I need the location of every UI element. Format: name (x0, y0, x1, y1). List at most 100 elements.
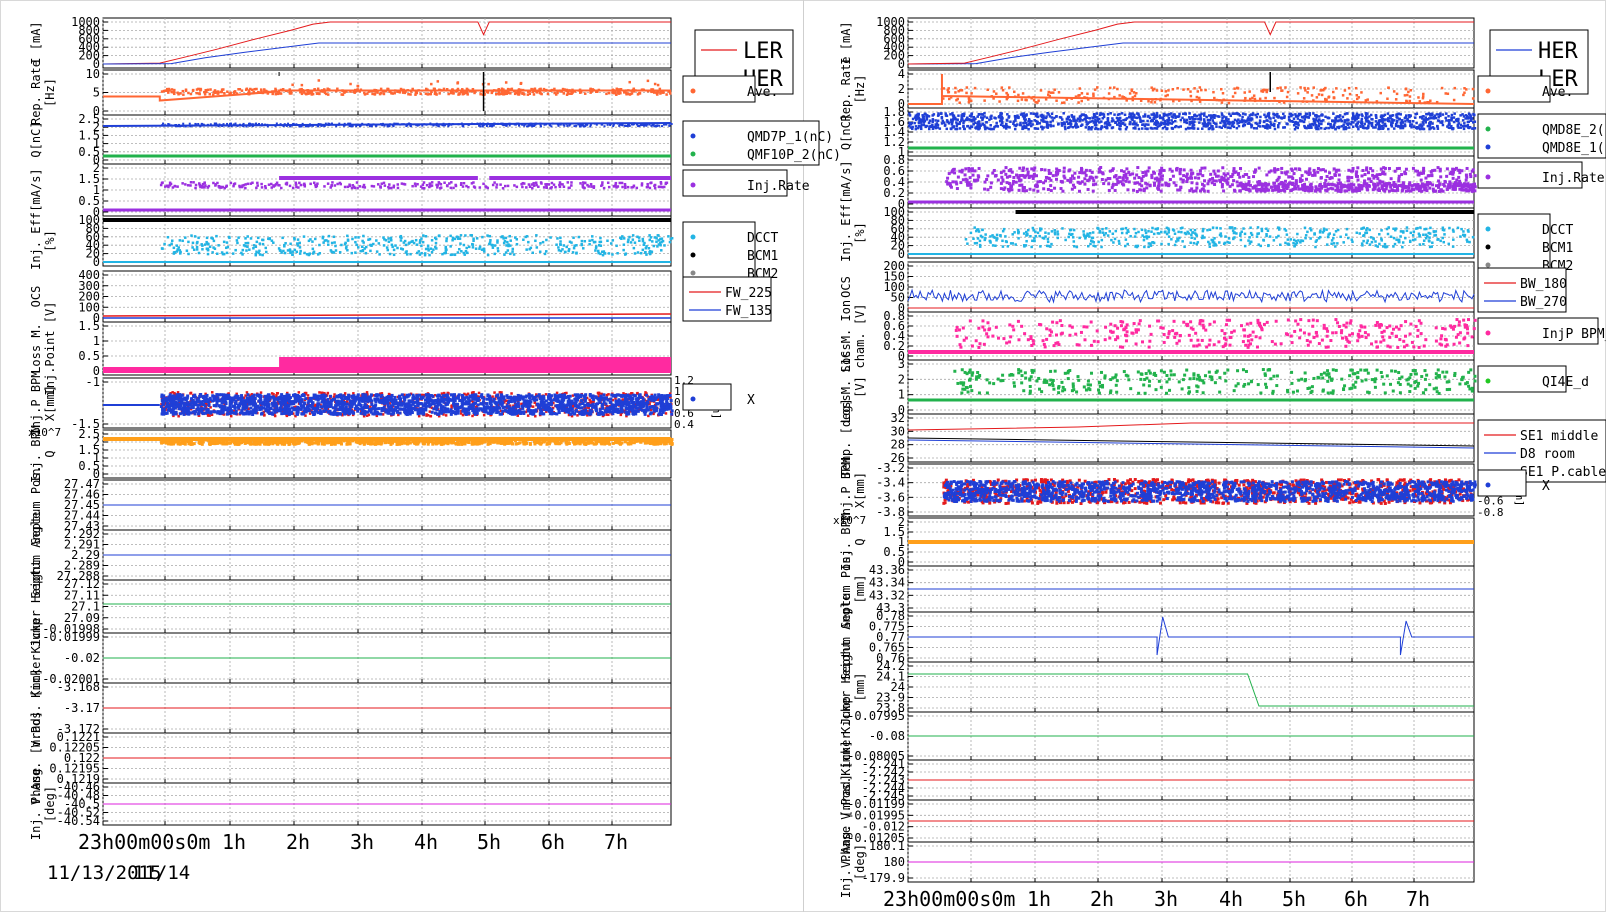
rep-rate-point (165, 87, 169, 91)
dcct-point (170, 242, 173, 245)
dcct-point (392, 248, 396, 252)
inj-rate-point (285, 181, 289, 185)
rep-rate-point (490, 91, 494, 95)
dcct-point (283, 251, 287, 255)
rep-rate-point (531, 88, 535, 91)
inj-rate-point (176, 185, 179, 188)
bpm-x-point (467, 405, 471, 409)
bpm-y-point (510, 392, 513, 395)
bpm-x-point (161, 402, 165, 406)
bpm-x-point (522, 401, 526, 405)
dcct-point (426, 247, 430, 250)
rep-rate-point (415, 91, 419, 95)
rep-rate-point (265, 91, 268, 94)
row-axis-label: Rep. Rate (29, 60, 43, 125)
rep-rate-point (561, 87, 565, 91)
bpm-x-point (182, 404, 186, 408)
rep-rate-point (409, 90, 413, 93)
bpm-x-point (313, 409, 317, 413)
rep-rate-point (181, 89, 185, 93)
bpm-x-point (666, 394, 670, 398)
bpm-x-point (670, 409, 674, 413)
q-blue-point (256, 123, 259, 126)
rep-rate-point (167, 87, 171, 91)
bpm-x-point (628, 395, 632, 399)
q-blue-point (526, 125, 529, 128)
bpm-q-point (225, 439, 229, 443)
dcct-point (601, 253, 605, 257)
bpm-x-point (334, 404, 338, 408)
dcct-point (535, 234, 538, 237)
bpm-y-point (461, 413, 465, 417)
inj-rate-point (382, 181, 386, 185)
dcct-point (509, 244, 512, 247)
q-blue-point (355, 125, 358, 128)
bpm-x-point (588, 409, 592, 413)
bpm-y-point (318, 391, 321, 394)
bpm-x-point (230, 396, 234, 400)
bpm-x-point (500, 412, 504, 416)
bpm-x-point (390, 393, 394, 397)
y-tick-label: 0.5 (78, 194, 100, 208)
dcct-point (212, 246, 215, 249)
rep-rate-point (336, 87, 339, 91)
bpm-x-point (298, 402, 302, 406)
bpm-x-point (215, 401, 219, 405)
dcct-point (508, 234, 512, 238)
rep-rate-point (229, 91, 232, 95)
inj-rate-point (220, 186, 223, 189)
bpm-x-point (416, 410, 420, 414)
dcct-point (504, 251, 508, 254)
bpm-y-point (350, 408, 354, 411)
rep-rate-point (263, 88, 266, 91)
bpm-x-point (411, 400, 415, 404)
dcct-point (244, 241, 248, 245)
bpm-x-point (528, 403, 532, 407)
rep-rate-point (637, 92, 641, 95)
bpm-x-point (548, 406, 552, 410)
rep-rate-point (597, 88, 601, 92)
bpm-x-point (275, 404, 279, 408)
bpm-x-point (343, 409, 347, 413)
dcct-point (611, 239, 615, 242)
rep-rate-point (579, 90, 583, 94)
dcct-point (534, 239, 537, 243)
inj-rate-point (659, 182, 663, 185)
q-blue-point (618, 124, 621, 127)
bpm-x-point (536, 405, 540, 409)
dcct-point (195, 245, 199, 249)
inj-rate-point (561, 183, 564, 186)
bpm-x-point (429, 399, 433, 403)
q-blue-point (425, 123, 428, 126)
bpm-x-point (442, 400, 446, 404)
inj-rate-point (184, 183, 187, 186)
bpm-x-point (447, 398, 451, 402)
bpm-y-point (583, 407, 587, 410)
bpm-x-point (259, 405, 263, 409)
bpm-x-point (199, 393, 203, 397)
bpm-x-point (447, 410, 451, 414)
bpm-x-point (182, 401, 186, 405)
rep-rate-point (238, 88, 242, 91)
bpm-x-point (580, 409, 584, 413)
rep-rate-point (160, 90, 164, 93)
bpm-x-point (588, 411, 592, 415)
dcct-point (632, 246, 636, 250)
dcct-point (637, 236, 641, 239)
rep-rate-point (651, 88, 655, 91)
bpm-x-point (241, 411, 245, 415)
bpm-x-point (510, 412, 514, 416)
dcct-point (641, 248, 645, 252)
q-blue-point (579, 122, 582, 125)
bpm-x-point (540, 403, 544, 407)
bpm-x-point (480, 393, 484, 397)
bpm-x-point (581, 402, 585, 406)
dcct-point (258, 249, 261, 253)
bpm-x-point (197, 409, 201, 413)
q-blue-point (355, 123, 358, 126)
bpm-x-point (570, 399, 574, 403)
q-blue-point (566, 124, 569, 127)
bpm-x-point (524, 403, 528, 407)
dcct-point (255, 250, 258, 253)
